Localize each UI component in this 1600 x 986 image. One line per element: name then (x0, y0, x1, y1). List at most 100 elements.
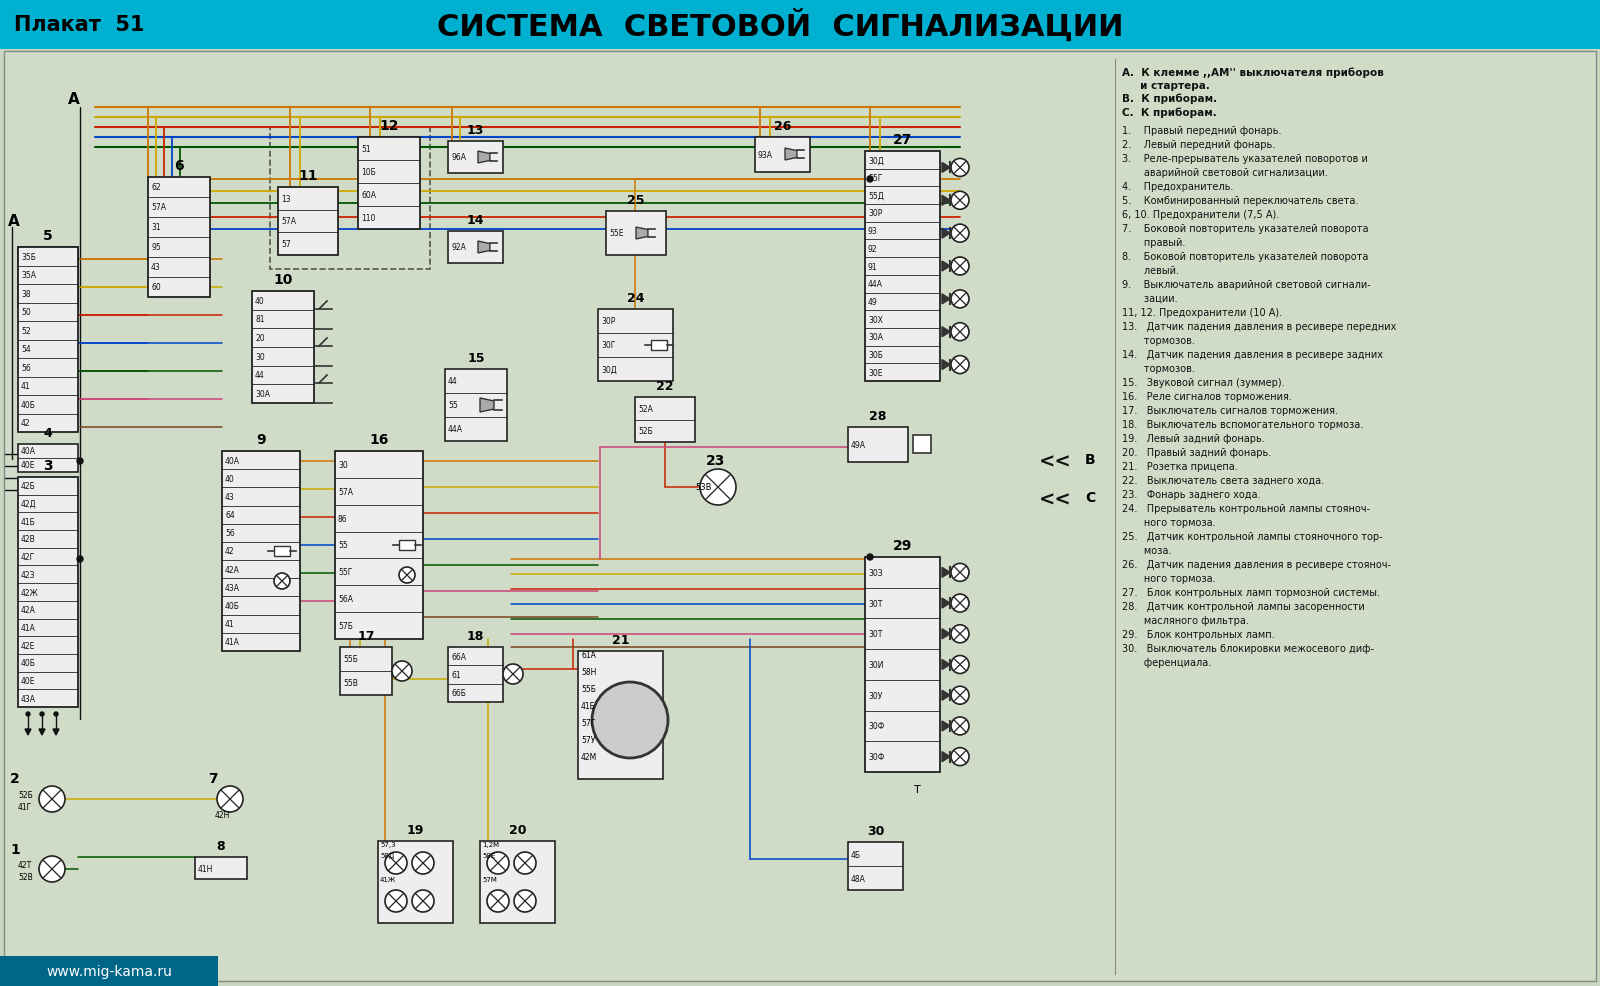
Circle shape (38, 856, 66, 882)
Text: 13.   Датчик падения давления в ресивере передних: 13. Датчик падения давления в ресивере п… (1122, 321, 1397, 331)
Circle shape (950, 656, 970, 673)
Text: 93: 93 (867, 227, 878, 236)
Text: 7.    Боковой повторитель указателей поворота: 7. Боковой повторитель указателей поворо… (1122, 224, 1368, 234)
Text: 4.    Предохранитель.: 4. Предохранитель. (1122, 181, 1234, 192)
Polygon shape (786, 149, 797, 161)
Text: 43А: 43А (226, 584, 240, 593)
Circle shape (386, 890, 406, 912)
Text: 20.   Правый задний фонарь.: 20. Правый задний фонарь. (1122, 448, 1272, 458)
Text: 30У: 30У (867, 691, 882, 700)
Text: 15.   Звуковой сигнал (зуммер).: 15. Звуковой сигнал (зуммер). (1122, 378, 1285, 387)
Text: правый.: правый. (1122, 238, 1186, 247)
Text: 35А: 35А (21, 271, 35, 280)
Circle shape (950, 625, 970, 643)
Text: 44А: 44А (867, 280, 883, 289)
Text: 57М: 57М (482, 877, 498, 882)
Text: 51: 51 (362, 145, 371, 154)
Polygon shape (942, 229, 950, 239)
Bar (398, 540, 414, 550)
Text: 61: 61 (451, 670, 461, 679)
Text: 96А: 96А (451, 154, 466, 163)
Text: 30Б: 30Б (867, 351, 883, 360)
Text: ного тормоза.: ного тормоза. (1122, 574, 1216, 584)
Text: 30Х: 30Х (867, 316, 883, 324)
Text: 9: 9 (256, 433, 266, 447)
Text: 42З: 42З (21, 570, 35, 579)
Circle shape (502, 665, 523, 684)
Text: 30: 30 (254, 352, 264, 362)
Text: 3: 3 (43, 458, 53, 472)
Text: 16.   Реле сигналов торможения.: 16. Реле сигналов торможения. (1122, 391, 1291, 401)
Text: 93А: 93А (758, 151, 773, 160)
Circle shape (950, 192, 970, 210)
Bar (914, 436, 931, 454)
Text: 24.   Прерыватель контрольной лампы стояноч-: 24. Прерыватель контрольной лампы стояно… (1122, 504, 1370, 514)
Text: 40Е: 40Е (21, 676, 35, 685)
Text: 55: 55 (448, 401, 458, 410)
Text: C: C (1085, 490, 1096, 505)
Bar (445, 370, 507, 442)
Text: 40А: 40А (21, 447, 35, 457)
Bar (448, 142, 502, 174)
Polygon shape (942, 261, 950, 272)
Text: 52В: 52В (18, 872, 32, 881)
Text: 40Б: 40Б (21, 400, 35, 409)
Text: 1,2М: 1,2М (482, 841, 499, 847)
Text: 42: 42 (21, 419, 30, 428)
Text: 86: 86 (338, 514, 347, 524)
Circle shape (413, 890, 434, 912)
Text: 31: 31 (150, 223, 160, 233)
Text: 18.   Выключатель вспомогательного тормоза.: 18. Выключатель вспомогательного тормоза… (1122, 420, 1363, 430)
Text: 30Ф: 30Ф (867, 752, 885, 761)
Bar (448, 648, 502, 702)
Text: 55Б: 55Б (581, 684, 595, 693)
Text: 26: 26 (774, 120, 790, 133)
Text: 40: 40 (254, 297, 264, 306)
Text: А.  К клемме ,,АМ'' выключателя приборов: А. К клемме ,,АМ'' выключателя приборов (1122, 68, 1384, 79)
Polygon shape (942, 295, 950, 305)
Text: 23.   Фонарь заднего хода.: 23. Фонарь заднего хода. (1122, 489, 1261, 500)
Bar (270, 128, 430, 270)
Text: 42А: 42А (226, 565, 240, 574)
Bar (18, 445, 78, 472)
Text: <<: << (1038, 452, 1072, 471)
Bar (848, 842, 902, 890)
Polygon shape (38, 730, 45, 736)
Circle shape (218, 786, 243, 812)
Circle shape (950, 323, 970, 341)
Text: 9.    Выключатель аварийной световой сигнали-: 9. Выключатель аварийной световой сигнал… (1122, 280, 1371, 290)
Text: 43: 43 (150, 263, 160, 272)
Text: 41: 41 (226, 619, 235, 629)
Circle shape (54, 712, 58, 716)
Text: 57Б: 57Б (338, 621, 354, 630)
Bar (578, 652, 662, 779)
Text: 41Б: 41Б (581, 701, 595, 710)
Text: 92: 92 (867, 245, 878, 253)
Text: 1: 1 (10, 842, 19, 856)
Text: 92А: 92А (451, 244, 466, 252)
Text: 1.    Правый передний фонарь.: 1. Правый передний фонарь. (1122, 126, 1282, 136)
Text: 81: 81 (254, 316, 264, 324)
Text: 52: 52 (21, 326, 30, 335)
Text: 17: 17 (357, 629, 374, 642)
Polygon shape (942, 599, 950, 608)
Text: аварийной световой сигнализации.: аварийной световой сигнализации. (1122, 168, 1328, 177)
Text: 40А: 40А (226, 457, 240, 465)
Circle shape (392, 662, 413, 681)
Text: 30.   Выключатель блокировки межосевого диф-: 30. Выключатель блокировки межосевого ди… (1122, 643, 1374, 654)
Circle shape (413, 852, 434, 875)
Bar (0, 956, 218, 986)
Text: 25: 25 (627, 194, 645, 207)
Text: 11: 11 (298, 169, 318, 182)
Text: 27.   Блок контрольных ламп тормозной системы.: 27. Блок контрольных ламп тормозной сист… (1122, 588, 1379, 598)
Text: 49А: 49А (851, 441, 866, 450)
Text: 60: 60 (150, 283, 160, 292)
Circle shape (26, 712, 30, 716)
Bar (147, 177, 210, 298)
Circle shape (950, 356, 970, 375)
Text: 55: 55 (338, 541, 347, 550)
Text: 4Б: 4Б (851, 850, 861, 859)
Text: A: A (67, 93, 80, 107)
Text: 15: 15 (467, 352, 485, 365)
Circle shape (514, 890, 536, 912)
